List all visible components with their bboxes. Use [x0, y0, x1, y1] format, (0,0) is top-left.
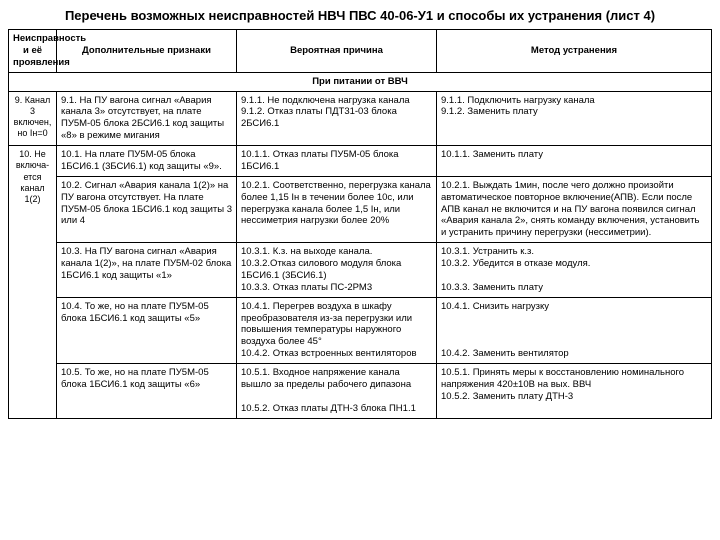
cell-method: 10.1.1. Заменить плату [437, 146, 712, 177]
table-row: 10. Не включа-ется канал 1(2)10.1. На пл… [9, 146, 712, 177]
page-title: Перечень возможных неисправностей НВЧ ПВ… [8, 8, 712, 23]
cell-signs: 10.3. На ПУ вагона сигнал «Авария канала… [57, 243, 237, 298]
cell-method: 9.1.1. Подключить нагрузку канала 9.1.2.… [437, 91, 712, 146]
table-row: 10.2. Сигнал «Авария канала 1(2)» на ПУ … [9, 176, 712, 242]
fault-table: Неисправность и её проявления Дополнител… [8, 29, 712, 419]
cell-cause: 10.2.1. Соответственно, перегрузка канал… [237, 176, 437, 242]
table-row: 9. Канал 3 включен, но Iн=09.1. На ПУ ва… [9, 91, 712, 146]
header-cause: Вероятная причина [237, 30, 437, 73]
cell-signs: 10.2. Сигнал «Авария канала 1(2)» на ПУ … [57, 176, 237, 242]
cell-signs: 9.1. На ПУ вагона сигнал «Авария канала … [57, 91, 237, 146]
cell-fault: 10. Не включа-ется канал 1(2) [9, 146, 57, 419]
cell-method: 10.4.1. Снизить нагрузку 10.4.2. Заменит… [437, 297, 712, 363]
header-method: Метод устранения [437, 30, 712, 73]
cell-method: 10.3.1. Устранить к.з. 10.3.2. Убедится … [437, 243, 712, 298]
cell-method: 10.2.1. Выждать 1мин, после чего должно … [437, 176, 712, 242]
section-header: При питании от ВВЧ [9, 72, 712, 91]
cell-cause: 10.4.1. Перегрев воздуха в шкафу преобра… [237, 297, 437, 363]
cell-signs: 10.4. То же, но на плате ПУ5М-05 блока 1… [57, 297, 237, 363]
cell-cause: 10.5.1. Входное напряжение канала вышло … [237, 364, 437, 419]
cell-fault: 9. Канал 3 включен, но Iн=0 [9, 91, 57, 146]
cell-cause: 10.3.1. К.з. на выходе канала. 10.3.2.От… [237, 243, 437, 298]
cell-method: 10.5.1. Принять меры к восстановлению но… [437, 364, 712, 419]
cell-signs: 10.5. То же, но на плате ПУ5М-05 блока 1… [57, 364, 237, 419]
table-row: 10.5. То же, но на плате ПУ5М-05 блока 1… [9, 364, 712, 419]
table-row: 10.3. На ПУ вагона сигнал «Авария канала… [9, 243, 712, 298]
header-fault: Неисправность и её проявления [9, 30, 57, 73]
cell-cause: 9.1.1. Не подключена нагрузка канала 9.1… [237, 91, 437, 146]
cell-signs: 10.1. На плате ПУ5М-05 блока 1БСИ6.1 (3Б… [57, 146, 237, 177]
cell-cause: 10.1.1. Отказ платы ПУ5М-05 блока 1БСИ6.… [237, 146, 437, 177]
table-row: 10.4. То же, но на плате ПУ5М-05 блока 1… [9, 297, 712, 363]
